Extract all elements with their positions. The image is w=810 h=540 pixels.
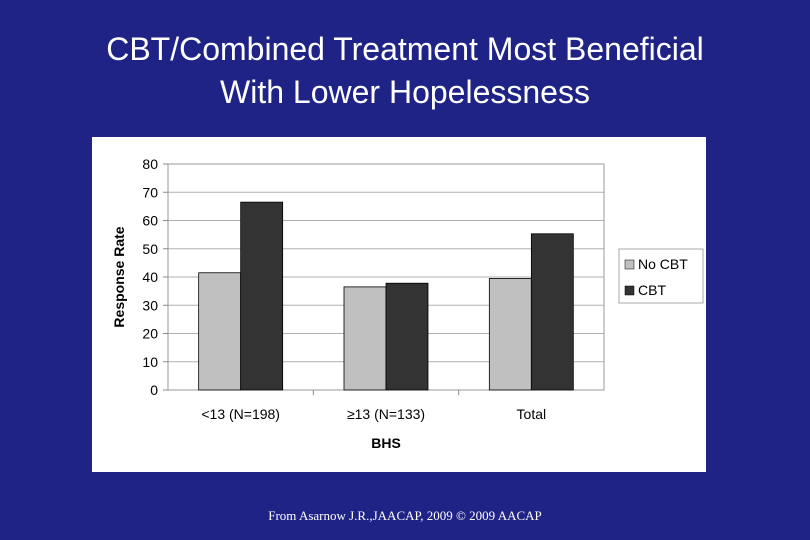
- legend-label-cbt: CBT: [638, 282, 666, 298]
- legend: No CBT CBT: [618, 248, 704, 304]
- bar-cbt-2: [530, 233, 574, 391]
- legend-swatch-cbt: [624, 285, 635, 296]
- y-tick-label: 0: [150, 382, 158, 398]
- bar-no-cbt-2: [488, 278, 532, 391]
- x-tick-label: ≥13 (N=133): [347, 406, 425, 422]
- y-tick-label: 10: [142, 354, 158, 370]
- chart-panel: 0 10 20 30 40 50 60 70 80 <13 (N=198) ≥13 (N=133)…: [92, 137, 706, 472]
- title-line-2: With Lower Hopelessness: [220, 74, 590, 110]
- bar-chart: 0 10 20 30 40 50 60 70 80 <13 (N=198) ≥13 (N=133)…: [111, 156, 704, 451]
- y-tick-label: 60: [142, 213, 158, 229]
- title-line-1: CBT/Combined Treatment Most Beneficial: [106, 31, 704, 67]
- y-tick-label: 30: [142, 297, 158, 313]
- legend-label-no-cbt: No CBT: [638, 256, 688, 272]
- y-tick-label: 50: [142, 241, 158, 257]
- bar-cbt-0: [240, 201, 284, 391]
- y-tick-label: 20: [142, 326, 158, 342]
- x-tick-label: Total: [517, 406, 547, 422]
- y-tick-label: 70: [142, 184, 158, 200]
- x-tick-label: <13 (N=198): [201, 406, 280, 422]
- source-citation: From Asarnow J.R.,JAACAP, 2009 © 2009 AA…: [268, 508, 542, 523]
- slide-title: CBT/Combined Treatment Most Beneficial W…: [0, 28, 810, 114]
- bar-no-cbt-0: [198, 272, 242, 391]
- y-axis-title: Response Rate: [111, 226, 127, 327]
- y-tick-label: 40: [142, 269, 158, 285]
- bar-cbt-1: [385, 282, 429, 391]
- x-axis-title: BHS: [371, 435, 401, 451]
- legend-swatch-no-cbt: [624, 259, 635, 270]
- bar-no-cbt-1: [343, 286, 387, 391]
- y-tick-label: 80: [142, 156, 158, 172]
